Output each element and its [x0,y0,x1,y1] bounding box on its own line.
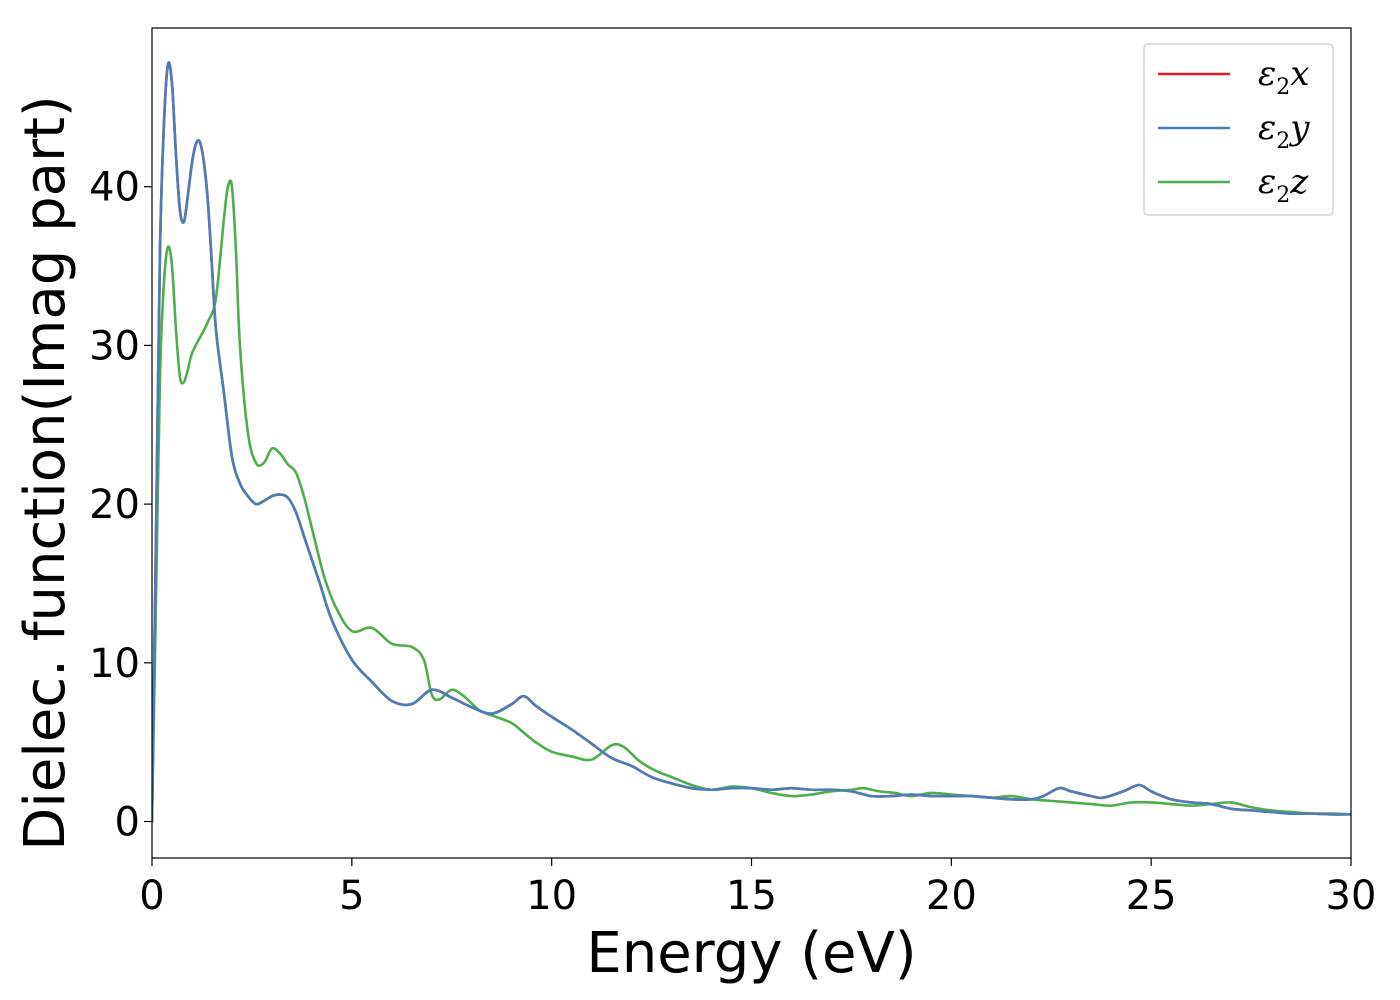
x-tick-label: 25 [1126,873,1177,919]
x-axis-label: Energy (eV) [586,921,916,986]
x-axis-ticks: 0 5 10 15 20 25 30 [139,858,1376,919]
y-tick-label: 40 [89,165,140,211]
series-line-z [152,179,1351,823]
y-tick-label: 30 [89,323,140,369]
x-tick-label: 20 [926,873,977,919]
y-axis-ticks: 0 10 20 30 40 [89,165,152,845]
x-tick-label: 30 [1326,873,1377,919]
series-line-y [152,61,1351,823]
x-tick-label: 15 [726,873,777,919]
legend-entry-y: ε2y [1258,108,1310,154]
legend-box [1143,43,1334,216]
y-tick-label: 10 [89,641,140,687]
y-tick-label: 20 [89,482,140,528]
y-tick-label: 0 [115,799,140,845]
legend: ε2x ε2y ε2z [1143,43,1334,216]
series-layer [152,61,1351,823]
x-tick-label: 10 [526,873,577,919]
x-tick-label: 5 [339,873,364,919]
legend-entry-x: ε2x [1258,54,1309,100]
x-tick-label: 0 [139,873,164,919]
legend-entry-z: ε2z [1258,162,1309,208]
y-axis-label: Dielec. function(Imag part) [13,95,78,851]
